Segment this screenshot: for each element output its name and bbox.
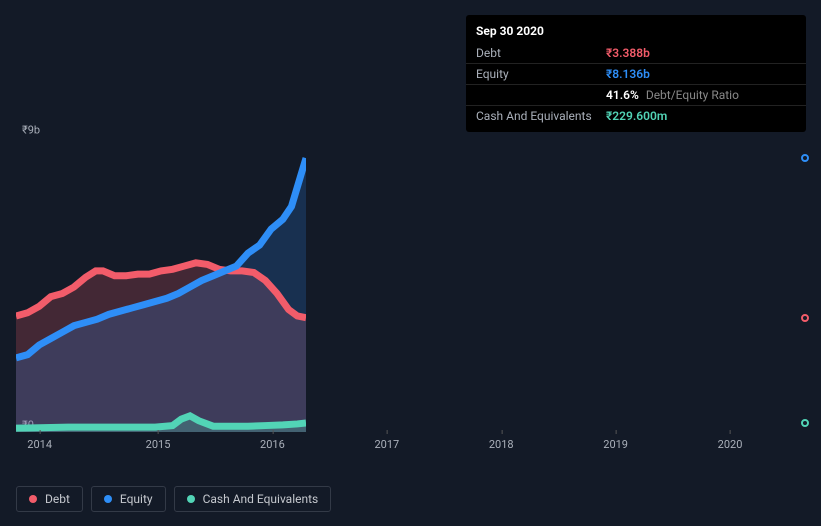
x-axis-tick: 2020 [718,438,743,451]
tooltip-row-value: 41.6% Debt/Equity Ratio [606,88,739,102]
chart-plot[interactable] [16,142,306,432]
x-axis-tick: 2016 [260,438,285,451]
series-endpoint-debt [801,314,809,322]
legend-dot [187,495,195,503]
legend: Debt Equity Cash And Equivalents [16,486,331,512]
x-axis-tick: 2018 [489,438,514,451]
legend-label: Cash And Equivalents [203,492,319,506]
x-axis-tick: 2015 [146,438,171,451]
x-axis-tick: 2019 [603,438,628,451]
legend-item[interactable]: Cash And Equivalents [174,486,332,512]
series-endpoint-cash [801,419,809,427]
legend-label: Debt [45,492,70,506]
y-axis-top-label: ₹9b [22,124,40,137]
legend-item[interactable]: Equity [91,486,166,512]
x-axis-tick: 2014 [27,438,52,451]
tooltip-row-value: ₹3.388b [606,46,650,60]
tooltip-row: Debt₹3.388b [466,43,806,64]
tooltip-panel: Sep 30 2020 Debt₹3.388bEquity₹8.136b41.6… [466,15,806,132]
series-endpoint-equity [801,154,809,162]
tooltip-row-value: ₹8.136b [606,67,650,81]
tooltip-row: Equity₹8.136b [466,64,806,85]
x-axis: 2014 2015 2016 2017 2018 2019 2020 [16,438,805,458]
legend-label: Equity [120,492,153,506]
tooltip-date: Sep 30 2020 [466,21,806,43]
legend-dot [104,495,112,503]
legend-dot [29,495,37,503]
tooltip-row: 41.6% Debt/Equity Ratio [466,85,806,106]
x-axis-tick: 2017 [374,438,399,451]
tooltip-row-label: Debt [476,46,606,60]
chart-area: ₹9b ₹0 2014201520162017201820192020 [16,120,805,476]
tooltip-row-label: Equity [476,67,606,81]
tooltip-row-label [476,88,606,102]
legend-item[interactable]: Debt [16,486,83,512]
